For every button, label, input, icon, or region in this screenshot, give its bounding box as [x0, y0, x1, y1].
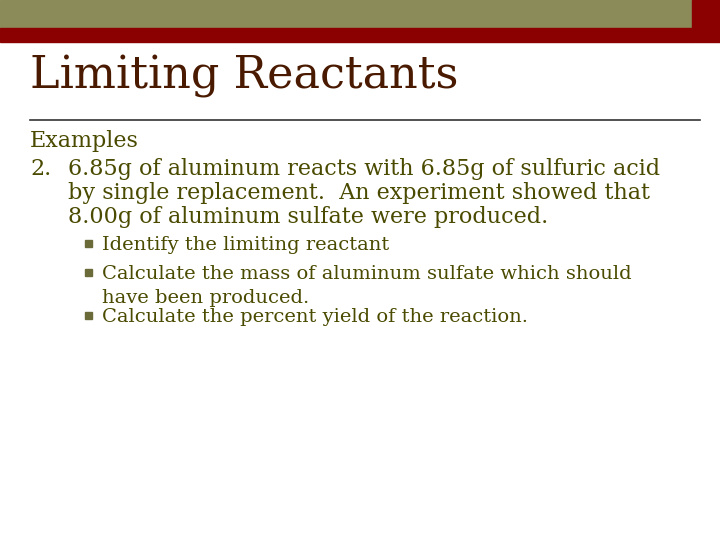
Bar — [0, 28, 692, 42]
Text: Examples: Examples — [30, 130, 139, 152]
Bar — [85, 269, 92, 276]
Bar — [0, 0, 692, 28]
Bar — [85, 312, 92, 319]
Text: Calculate the percent yield of the reaction.: Calculate the percent yield of the react… — [102, 308, 528, 326]
Text: Calculate the mass of aluminum sulfate which should
have been produced.: Calculate the mass of aluminum sulfate w… — [102, 265, 631, 307]
Bar — [692, 0, 720, 42]
Text: Limiting Reactants: Limiting Reactants — [30, 55, 459, 98]
Text: by single replacement.  An experiment showed that: by single replacement. An experiment sho… — [68, 182, 650, 204]
Text: Identify the limiting reactant: Identify the limiting reactant — [102, 236, 390, 254]
Text: 6.85g of aluminum reacts with 6.85g of sulfuric acid: 6.85g of aluminum reacts with 6.85g of s… — [68, 158, 660, 180]
Bar — [85, 240, 92, 247]
Text: 8.00g of aluminum sulfate were produced.: 8.00g of aluminum sulfate were produced. — [68, 206, 548, 228]
Text: 2.: 2. — [30, 158, 51, 180]
